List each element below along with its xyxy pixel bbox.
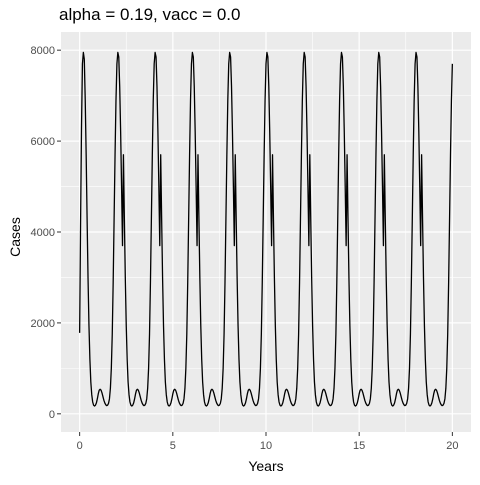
x-tick-label: 10 <box>260 440 272 452</box>
series-line <box>78 51 454 407</box>
y-tick-label: 4000 <box>31 227 55 239</box>
plot-area: 0 5 10 15 20 0 2000 4000 6000 8000 <box>31 32 471 452</box>
x-tick-label: 20 <box>446 440 458 452</box>
y-tick-label: 2000 <box>31 318 55 330</box>
x-tick-label: 5 <box>170 440 176 452</box>
y-tick-label: 6000 <box>31 136 55 148</box>
chart-title: alpha = 0.19, vacc = 0.0 <box>59 5 240 24</box>
y-tick-label: 0 <box>49 409 55 421</box>
x-tick-label: 15 <box>353 440 365 452</box>
y-tick-label: 8000 <box>31 45 55 57</box>
x-tick-label: 0 <box>77 440 83 452</box>
y-axis-label: Cases <box>7 217 23 257</box>
x-axis-label: Years <box>248 458 283 474</box>
